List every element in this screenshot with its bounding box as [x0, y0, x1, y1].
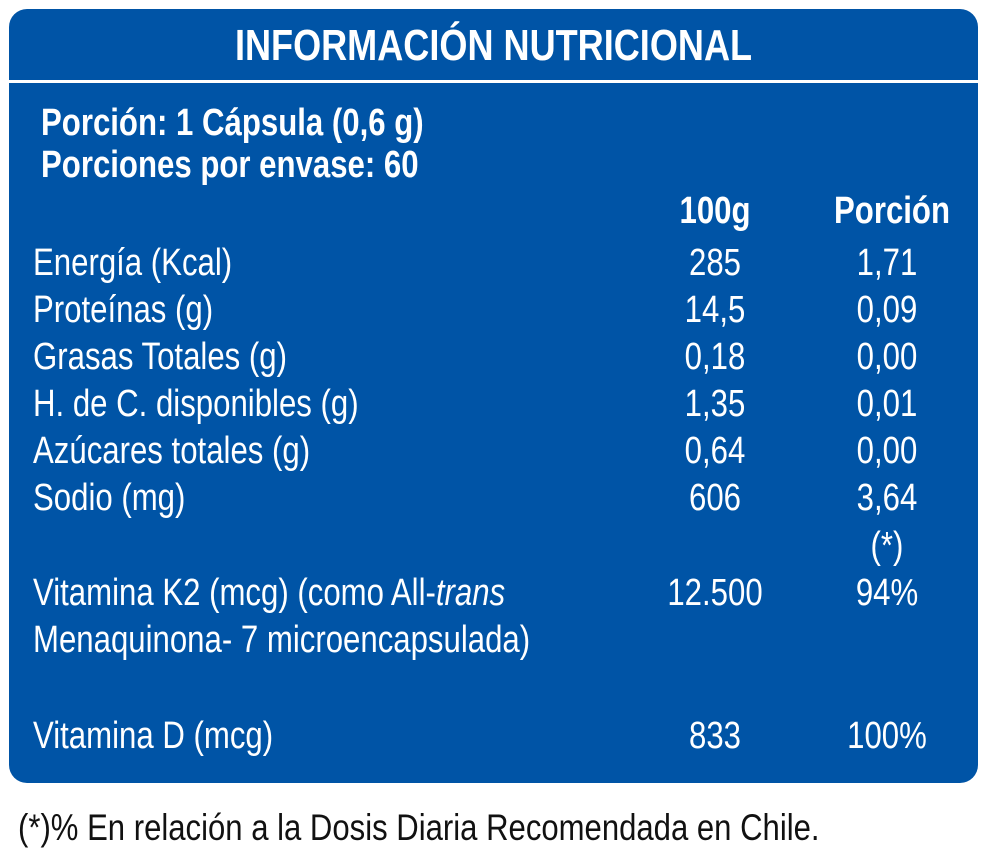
row-label-vitamin-k2: Vitamina K2 (mcg) (como All-trans: [33, 572, 506, 614]
row-value-energy-portion: 1,71: [856, 242, 918, 284]
row-value-vitamin-d-portion: 100%: [847, 715, 927, 757]
row-value-sodium-100g: 606: [689, 477, 741, 519]
row-label-sodium: Sodio (mg): [33, 477, 186, 519]
row-value-sodium-portion: 3,64: [856, 477, 918, 519]
row-value-carbohydrates-100g: 1,35: [684, 383, 746, 425]
row-label-vitamin-d: Vitamina D (mcg): [33, 715, 274, 757]
nutrition-facts-panel: INFORMACIÓN NUTRICIONAL Porción: 1 Cápsu…: [9, 9, 978, 783]
row-label-sugars: Azúcares totales (g): [33, 430, 311, 472]
footnote: (*)% En relación a la Dosis Diaria Recom…: [18, 807, 820, 848]
asterisk-note: (*): [870, 525, 904, 567]
row-value-vitamin-d-100g: 833: [689, 715, 741, 757]
column-header-100g: 100g: [679, 190, 751, 232]
servings-per-container: Porciones por envase: 60: [41, 144, 419, 186]
row-value-vitamin-k2-100g: 12.500: [667, 572, 763, 614]
row-value-total-fat-100g: 0,18: [684, 336, 746, 378]
row-value-sugars-portion: 0,00: [856, 430, 918, 472]
serving-size: Porción: 1 Cápsula (0,6 g): [41, 102, 424, 144]
row-value-sugars-100g: 0,64: [684, 430, 746, 472]
row-value-total-fat-portion: 0,00: [856, 336, 918, 378]
column-header-portion: Porción: [833, 190, 951, 232]
title-bar: INFORMACIÓN NUTRICIONAL: [9, 9, 978, 83]
row-value-energy-100g: 285: [689, 242, 741, 284]
panel-title: INFORMACIÓN NUTRICIONAL: [234, 21, 753, 70]
row-value-vitamin-k2-portion: 94%: [855, 572, 919, 614]
vitamin-k2-trans-italic: trans: [435, 572, 506, 614]
row-label-carbohydrates: H. de C. disponibles (g): [33, 383, 359, 425]
row-label-proteins: Proteínas (g): [33, 289, 214, 331]
row-value-proteins-100g: 14,5: [684, 289, 746, 331]
row-value-proteins-portion: 0,09: [856, 289, 918, 331]
row-label-vitamin-k2-line2: Menaquinona- 7 microencapsulada): [33, 619, 531, 661]
row-label-total-fat: Grasas Totales (g): [33, 336, 288, 378]
row-value-carbohydrates-portion: 0,01: [856, 383, 918, 425]
row-label-energy: Energía (Kcal): [33, 242, 233, 284]
